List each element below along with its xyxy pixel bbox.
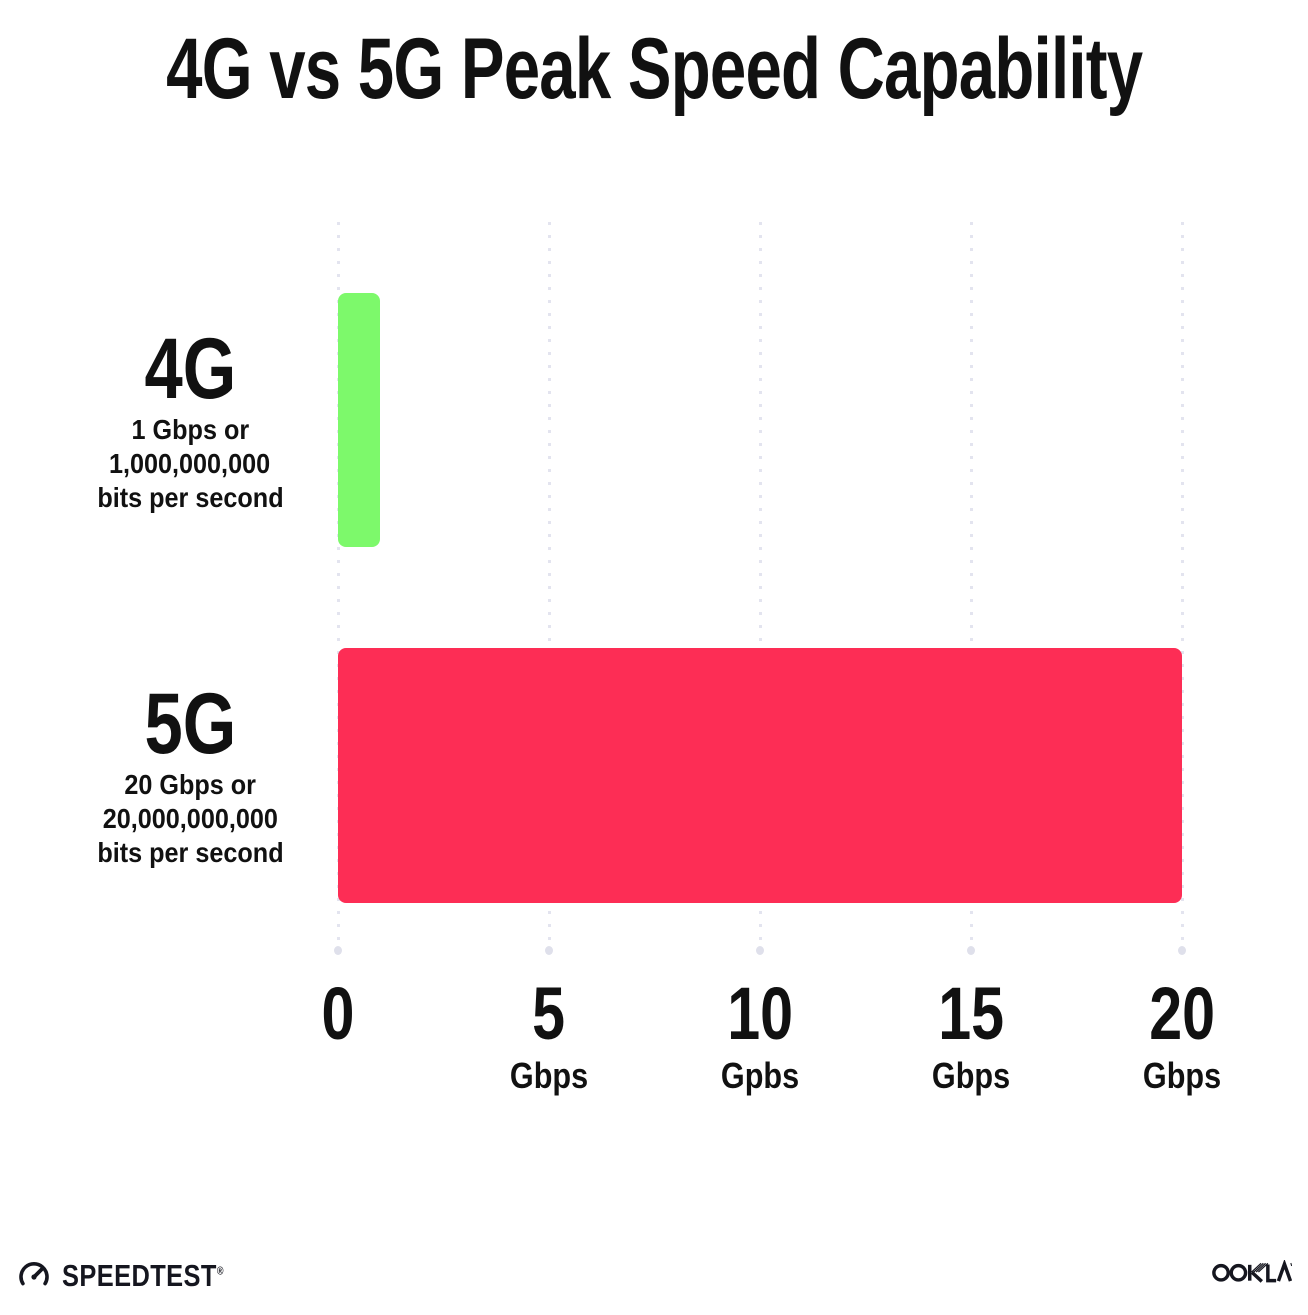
row-label-5g-desc-line2: 20,000,000,000 — [102, 803, 278, 834]
x-tick-0: 0 — [321, 972, 355, 1055]
row-label-5g-desc-line3: bits per second — [96, 837, 284, 868]
x-tick-10: 10 Gpbs — [720, 972, 800, 1097]
row-label-4g-desc-line2: 1,000,000,000 — [109, 448, 271, 479]
row-label-4g: 4G 1 Gbps or 1,000,000,000 bits per seco… — [40, 325, 340, 515]
plot-area — [334, 222, 1186, 957]
ookla-logo — [1212, 1258, 1293, 1290]
row-label-4g-desc-line1: 1 Gbps or — [131, 414, 249, 445]
x-axis: 0 5 Gbps 10 Gpbs 15 Gbps 20 Gbps — [322, 972, 1222, 1105]
x-tick-15: 15 Gbps — [931, 972, 1011, 1097]
x-tick-5: 5 Gbps — [509, 972, 589, 1097]
row-label-4g-name: 4G — [144, 321, 236, 417]
row-label-4g-desc-line3: bits per second — [96, 482, 284, 513]
row-label-5g: 5G 20 Gbps or 20,000,000,000 bits per se… — [40, 680, 340, 870]
chart-title: 4G vs 5G Peak Speed Capability — [0, 22, 1308, 116]
gridline-15 — [967, 222, 975, 955]
row-label-5g-name: 5G — [144, 676, 236, 772]
speedtest-logo: SPEEDTEST® — [16, 1256, 259, 1296]
speedtest-gauge-icon — [16, 1258, 52, 1294]
bar-4g — [338, 293, 381, 547]
registered-mark: ® — [216, 1265, 224, 1278]
gridline-10 — [756, 222, 764, 955]
gridline-20 — [1178, 222, 1186, 955]
chart-title-text: 4G vs 5G Peak Speed Capability — [165, 21, 1143, 117]
row-label-5g-desc-line1: 20 Gbps or — [124, 769, 256, 800]
bar-5g — [338, 648, 1182, 903]
x-tick-20: 20 Gbps — [1142, 972, 1222, 1097]
gridline-5 — [545, 222, 553, 955]
speedtest-wordmark: SPEEDTEST® — [62, 1258, 224, 1293]
gridline-0 — [334, 222, 342, 955]
